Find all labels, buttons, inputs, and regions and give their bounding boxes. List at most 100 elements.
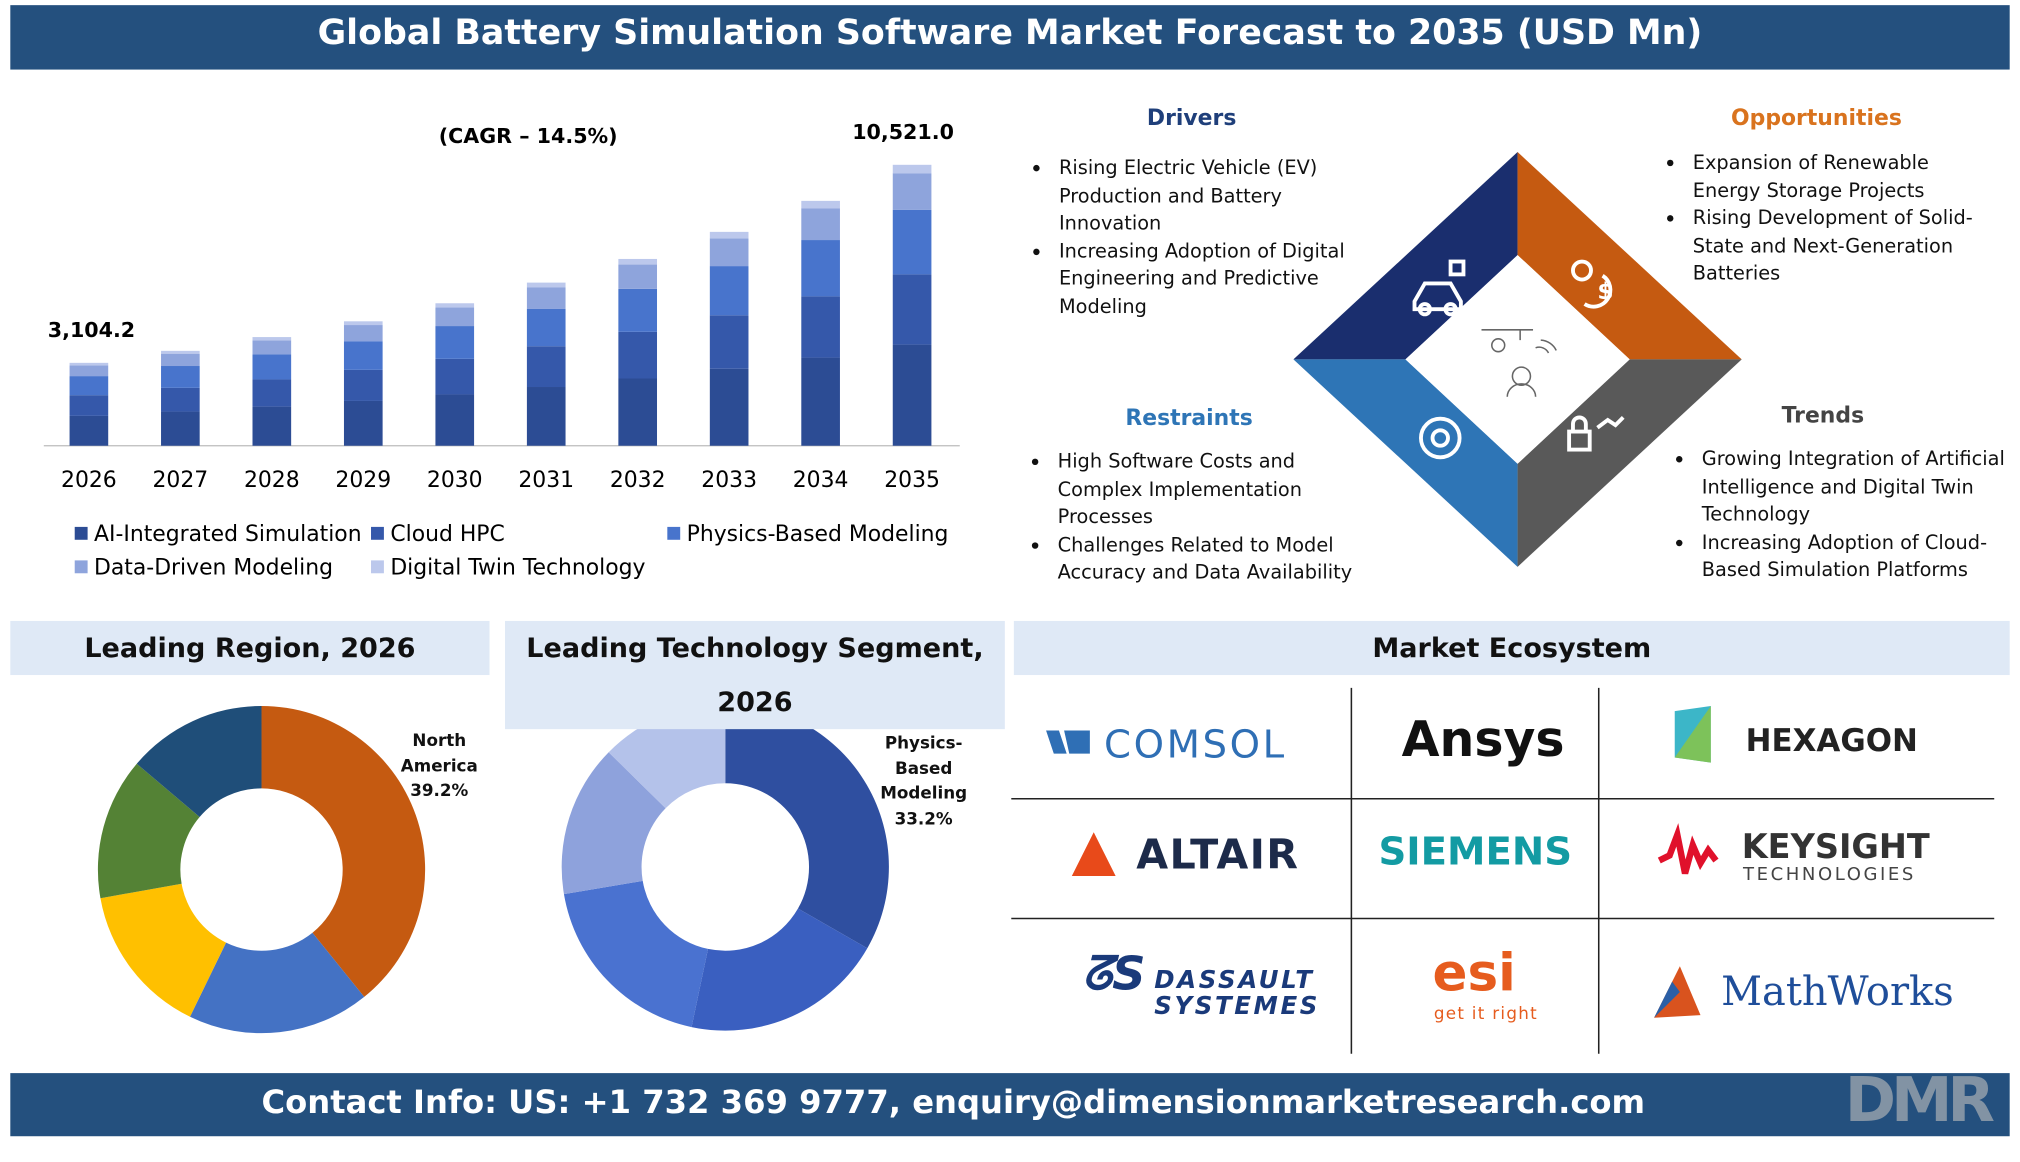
bar-segment	[69, 415, 109, 446]
bar-segment	[801, 240, 840, 297]
bar-segment	[709, 238, 749, 267]
bar-segment	[69, 395, 109, 416]
donut-slice	[563, 880, 709, 1028]
factor-list: High Software Costs and Complex Implemen…	[1024, 448, 1374, 586]
legend-label: Data-Driven Modeling	[94, 556, 333, 581]
factor-item: Increasing Adoption of Digital Engineeri…	[1054, 238, 1350, 321]
slice-category: North America	[400, 731, 478, 777]
bar-segment	[252, 354, 292, 380]
footer-bar	[10, 1073, 2010, 1137]
bar-segment	[161, 387, 200, 412]
bar-segment	[892, 344, 932, 446]
slice-label: North America 39.2%	[394, 729, 484, 804]
company-logo: HEXAGON	[1745, 722, 1918, 759]
donut-slice	[190, 932, 365, 1034]
factor-list: Growing Integration of Artificial Intell…	[1668, 446, 2020, 584]
drivers-quadrant	[1293, 152, 1518, 360]
legend-swatch	[74, 526, 88, 540]
bar-segment	[343, 369, 383, 401]
company-logo: esi	[1432, 944, 1516, 1004]
section-title: Market Ecosystem	[1013, 620, 2010, 676]
bar-segment	[69, 365, 109, 377]
factor-title: Restraints	[1125, 405, 1253, 432]
legend-label: Physics-Based Modeling	[687, 522, 949, 547]
total-label: 10,521.0	[852, 120, 954, 144]
bar-segment	[252, 337, 292, 341]
bar-segment	[343, 325, 383, 342]
donut-slice	[100, 883, 227, 1017]
legend-label: Cloud HPC	[390, 522, 504, 547]
bar-segment	[435, 358, 475, 395]
factor-diamond: $	[1293, 152, 1742, 567]
company-logo: ALTAIR	[1136, 829, 1300, 879]
x-tick-label: 2028	[244, 468, 300, 493]
bar-segment	[709, 266, 749, 316]
bar-segment	[709, 315, 749, 369]
logo-mark: ᘔS	[1082, 948, 1146, 1001]
company-logo: MathWorks	[1721, 968, 1954, 1016]
bar-segment	[435, 394, 475, 446]
factor-item: Challenges Related to Model Accuracy and…	[1053, 531, 1375, 586]
factor-item: Rising Electric Vehicle (EV) Production …	[1054, 155, 1350, 238]
svg-text:$: $	[1597, 278, 1613, 305]
title: Global Battery Simulation Software Marke…	[317, 12, 1703, 53]
bar-segment	[526, 346, 566, 388]
donut-slice	[608, 703, 726, 809]
bar-segment	[709, 231, 749, 239]
company-logo: COMSOL	[1104, 722, 1287, 768]
legend-swatch	[371, 526, 384, 540]
bar-segment	[526, 387, 566, 446]
donut-slice	[561, 752, 666, 895]
bar-segment	[161, 350, 200, 354]
bar-segment	[343, 321, 383, 326]
bar-segment	[161, 411, 200, 446]
bar-segment	[526, 287, 566, 309]
trends-quadrant	[1517, 359, 1742, 567]
donut-slice	[691, 908, 868, 1031]
factor-title: Trends	[1781, 403, 1865, 429]
bar-segment	[435, 326, 475, 359]
x-tick-label: 2034	[793, 468, 849, 493]
donut-slice	[725, 703, 889, 949]
bar-segment	[801, 296, 840, 358]
factor-list: Expansion of Renewable Energy Storage Pr…	[1659, 149, 1997, 287]
bar-segment	[69, 376, 109, 396]
donut-slice	[261, 705, 426, 997]
x-tick-label: 2033	[701, 468, 757, 493]
company-logo: DASSAULT	[1154, 966, 1315, 995]
company-logo: Ansys	[1401, 711, 1565, 768]
donut-slice	[136, 705, 262, 818]
subtitle: (CAGR – 14.5%)	[439, 124, 618, 148]
legend-label: AI-Integrated Simulation	[94, 522, 362, 547]
company-tagline: TECHNOLOGIES	[1743, 864, 1916, 886]
bar-segment	[161, 353, 200, 367]
x-tick-label: 2029	[335, 468, 391, 493]
bar-segment	[618, 288, 658, 332]
bar-segment	[892, 164, 932, 174]
center-icon	[1481, 329, 1557, 397]
bar-segment	[801, 200, 840, 209]
bar-segment	[709, 368, 749, 446]
legend-swatch	[667, 526, 681, 540]
slice-value: 39.2%	[410, 781, 469, 802]
legend-swatch	[371, 560, 384, 574]
legend-swatch	[74, 560, 88, 574]
factor-title: Drivers	[1146, 105, 1237, 132]
bar-segment	[252, 340, 292, 355]
bar-segment	[252, 406, 292, 446]
bar-segment	[618, 258, 658, 265]
bar-segment	[526, 308, 566, 347]
bar-segment	[618, 378, 658, 446]
company-tagline: SYSTEMES	[1154, 991, 1321, 1021]
bar-segment	[801, 357, 840, 446]
brand-logo: DMR	[1844, 1064, 1995, 1137]
slice-category: Physics-Based Modeling	[880, 734, 968, 804]
bar-segment	[892, 274, 932, 345]
bar-segment	[801, 208, 840, 241]
company-tagline: get it right	[1433, 1004, 1539, 1025]
header-bar	[10, 5, 2010, 70]
factor-item: Rising Development of Solid-State and Ne…	[1688, 205, 1997, 288]
